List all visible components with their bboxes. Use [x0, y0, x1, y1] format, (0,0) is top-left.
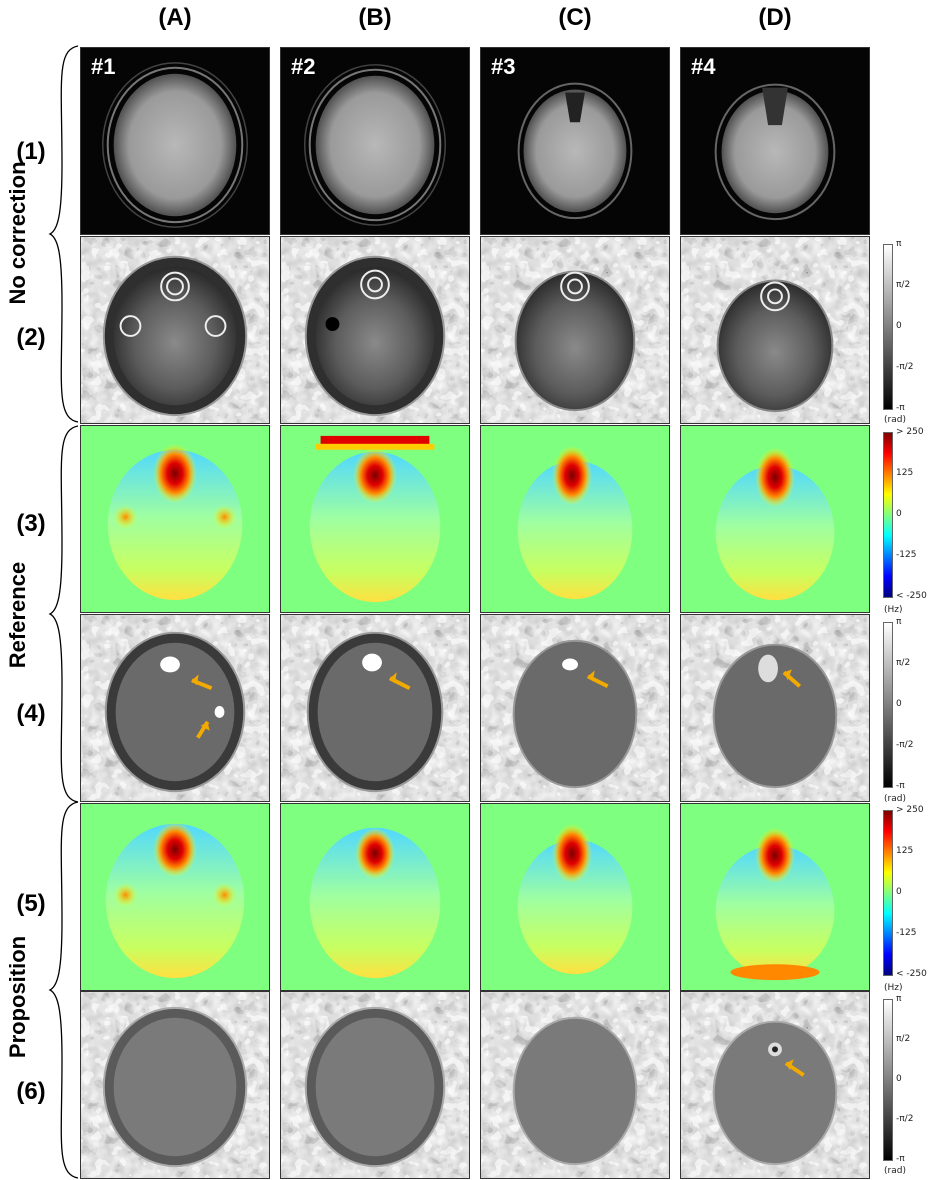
- colorbar-hz-2-tick-0: 0: [896, 887, 902, 897]
- row-label-2: (2): [16, 324, 46, 351]
- panel-2c-phase: [480, 236, 670, 424]
- colorbar-phase-2-tick-neg-pi-half: -π/2: [896, 740, 914, 750]
- row-label-4: (4): [16, 700, 46, 727]
- colorbar-hz-2-tick-neg125: -125: [896, 928, 917, 938]
- panel-3b-fieldmap: [280, 425, 470, 613]
- colorbar-hz-2-tick-125: 125: [896, 846, 914, 856]
- brace-proposition: [48, 801, 79, 1179]
- case-label-3: #3: [491, 54, 516, 79]
- colorbar-hz-2: [883, 810, 893, 976]
- colorbar-hz-2-unit: (Hz): [884, 983, 903, 993]
- colorbar-phase-2-tick-pi-half: π/2: [896, 658, 911, 668]
- panel-3a-fieldmap: [80, 425, 270, 613]
- colorbar-hz-1: [883, 432, 893, 598]
- colorbar-phase-2-unit: (rad): [884, 794, 906, 804]
- panel-4c-phase: [480, 614, 670, 802]
- colorbar-phase-3-tick-pi: π: [896, 994, 902, 1004]
- panel-2d-phase: [680, 236, 870, 424]
- colorbar-hz-1-tick-neg125: -125: [896, 550, 917, 560]
- case-label-2: #2: [291, 54, 316, 79]
- column-header-b: (B): [358, 4, 392, 31]
- colorbar-phase-2-tick-neg-pi: -π: [896, 781, 905, 791]
- panel-4d-phase: [680, 614, 870, 802]
- colorbar-phase-1-tick-pi-half: π/2: [896, 280, 911, 290]
- colorbar-phase-1-tick-pi: π: [896, 239, 902, 249]
- column-header-c: (C): [558, 4, 592, 31]
- panel-3d-fieldmap: [680, 425, 870, 613]
- colorbar-phase-1-tick-neg-pi: -π: [896, 403, 905, 413]
- panel-3c-fieldmap: [480, 425, 670, 613]
- colorbar-phase-2: [883, 622, 893, 788]
- panel-1a-magnitude: #1: [80, 47, 270, 235]
- panel-1b-magnitude: #2: [280, 47, 470, 235]
- panel-1d-magnitude: #4: [680, 47, 870, 235]
- column-header-d: (D): [758, 4, 792, 31]
- panel-1c-magnitude: #3: [480, 47, 670, 235]
- panel-5d-fieldmap: [680, 803, 870, 991]
- colorbar-hz-2-tick-max: > 250: [896, 805, 924, 815]
- colorbar-hz-1-tick-min: < -250: [896, 591, 927, 601]
- colorbar-phase-1-unit: (rad): [884, 415, 906, 425]
- colorbar-hz-1-tick-max: > 250: [896, 427, 924, 437]
- colorbar-hz-1-tick-0: 0: [896, 509, 902, 519]
- panel-6d-phase: [680, 991, 870, 1179]
- row-label-1: (1): [16, 138, 46, 165]
- colorbar-phase-1: [883, 244, 893, 410]
- panel-5b-fieldmap: [280, 803, 470, 991]
- colorbar-phase-3-tick-zero: 0: [896, 1074, 902, 1084]
- panel-2a-phase: [80, 236, 270, 424]
- panel-4b-phase: [280, 614, 470, 802]
- panel-5c-fieldmap: [480, 803, 670, 991]
- brace-reference: [48, 425, 79, 803]
- panel-6b-phase: [280, 991, 470, 1179]
- colorbar-phase-2-tick-pi: π: [896, 617, 902, 627]
- brace-no-correction: [48, 45, 79, 423]
- row-label-6: (6): [16, 1078, 46, 1105]
- colorbar-phase-3-tick-neg-pi: -π: [896, 1154, 905, 1164]
- panel-4a-phase: [80, 614, 270, 802]
- colorbar-phase-2-tick-zero: 0: [896, 699, 902, 709]
- colorbar-phase-3-unit: (rad): [884, 1166, 906, 1176]
- row-label-5: (5): [16, 890, 46, 917]
- colorbar-hz-1-unit: (Hz): [884, 605, 903, 615]
- panel-6a-phase: [80, 991, 270, 1179]
- colorbar-phase-1-tick-zero: 0: [896, 321, 902, 331]
- colorbar-phase-1-tick-neg-pi-half: -π/2: [896, 362, 914, 372]
- panel-2b-phase: [280, 236, 470, 424]
- panel-5a-fieldmap: [80, 803, 270, 991]
- case-label-1: #1: [91, 54, 116, 79]
- column-header-a: (A): [158, 4, 192, 31]
- colorbar-phase-3: [883, 999, 893, 1161]
- colorbar-hz-1-tick-125: 125: [896, 468, 914, 478]
- case-label-4: #4: [691, 54, 716, 79]
- colorbar-hz-2-tick-min: < -250: [896, 969, 927, 979]
- colorbar-phase-3-tick-neg-pi-half: -π/2: [896, 1114, 914, 1124]
- colorbar-phase-3-tick-pi-half: π/2: [896, 1034, 911, 1044]
- panel-6c-phase: [480, 991, 670, 1179]
- row-label-3: (3): [16, 510, 46, 537]
